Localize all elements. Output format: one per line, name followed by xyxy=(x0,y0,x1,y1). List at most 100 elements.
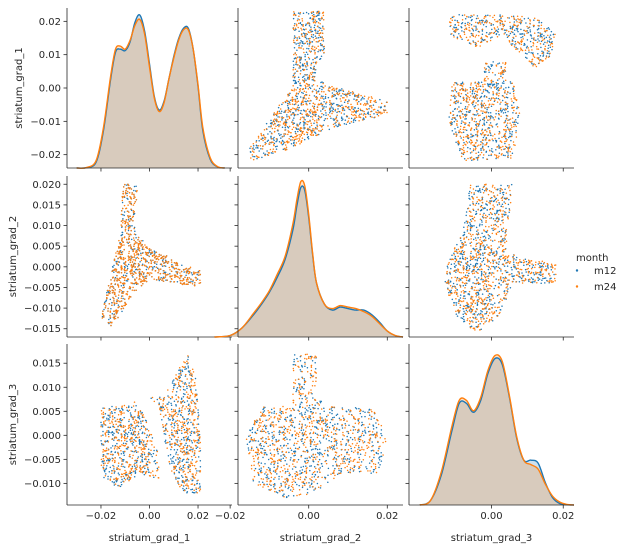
point-m24 xyxy=(498,89,501,91)
point-m12 xyxy=(459,147,461,150)
point-m24 xyxy=(519,47,522,49)
point-m12 xyxy=(486,107,488,109)
point-m24 xyxy=(472,203,475,206)
point-m12 xyxy=(366,112,369,114)
point-m12 xyxy=(484,71,486,74)
point-m24 xyxy=(179,279,181,282)
point-m12 xyxy=(505,137,507,140)
point-m12 xyxy=(314,35,317,37)
point-m12 xyxy=(480,147,482,150)
point-m12 xyxy=(482,89,485,91)
point-m12 xyxy=(498,144,500,147)
point-m12 xyxy=(333,102,335,105)
point-m24 xyxy=(344,93,347,95)
point-m24 xyxy=(321,103,324,106)
point-m24 xyxy=(288,131,290,133)
point-m24 xyxy=(139,268,141,271)
point-m24 xyxy=(465,108,468,111)
point-m12 xyxy=(482,259,485,262)
point-m24 xyxy=(285,120,287,122)
point-m12 xyxy=(269,130,271,133)
point-m12 xyxy=(520,36,522,39)
point-m12 xyxy=(491,272,493,274)
point-m12 xyxy=(478,189,480,192)
point-m24 xyxy=(543,261,546,264)
point-m24 xyxy=(273,131,276,133)
point-m24 xyxy=(276,113,278,115)
point-m12 xyxy=(515,256,518,259)
point-m24 xyxy=(129,261,132,264)
point-m12 xyxy=(544,282,546,284)
point-m24 xyxy=(478,31,481,33)
point-m24 xyxy=(154,270,157,272)
point-m12 xyxy=(460,122,463,124)
point-m12 xyxy=(494,268,496,270)
point-m12 xyxy=(310,26,312,28)
point-m24 xyxy=(341,106,343,109)
point-m12 xyxy=(531,62,533,65)
point-m24 xyxy=(260,132,262,135)
point-m24 xyxy=(544,47,546,50)
point-m12 xyxy=(512,26,514,28)
point-m24 xyxy=(281,116,283,119)
point-m24 xyxy=(300,133,302,136)
point-m12 xyxy=(460,102,462,104)
point-m24 xyxy=(505,108,508,111)
point-m24 xyxy=(504,230,507,233)
point-m12 xyxy=(500,111,503,113)
point-m24 xyxy=(367,103,369,105)
point-m24 xyxy=(117,261,120,263)
point-m24 xyxy=(132,263,135,265)
point-m12 xyxy=(550,266,552,268)
point-m24 xyxy=(326,117,329,120)
point-m24 xyxy=(350,103,352,106)
point-m24 xyxy=(502,219,504,221)
point-m12 xyxy=(549,46,552,48)
point-m24 xyxy=(497,157,499,159)
point-m12 xyxy=(493,287,495,290)
point-m12 xyxy=(306,38,308,40)
point-m12 xyxy=(448,291,450,294)
point-m24 xyxy=(111,270,113,273)
point-m24 xyxy=(450,120,452,123)
point-m12 xyxy=(501,82,504,84)
point-m24 xyxy=(278,112,281,115)
point-m12 xyxy=(495,309,498,312)
point-m24 xyxy=(468,232,470,234)
point-m24 xyxy=(533,39,535,41)
point-m12 xyxy=(307,12,310,15)
point-m24 xyxy=(137,239,139,241)
point-m24 xyxy=(120,266,123,268)
point-m12 xyxy=(153,265,156,268)
point-m12 xyxy=(528,264,531,267)
point-m24 xyxy=(483,78,486,80)
point-m12 xyxy=(298,30,300,33)
point-m24 xyxy=(370,110,372,113)
point-m12 xyxy=(490,150,493,152)
point-m24 xyxy=(371,97,373,99)
point-m24 xyxy=(126,269,128,271)
point-m12 xyxy=(492,80,494,83)
point-m24 xyxy=(124,230,127,232)
point-m12 xyxy=(477,125,480,127)
point-m12 xyxy=(542,277,544,280)
point-m24 xyxy=(501,28,504,30)
point-m24 xyxy=(471,151,473,153)
point-m24 xyxy=(131,265,134,268)
point-m24 xyxy=(307,121,310,123)
point-m12 xyxy=(475,25,477,28)
point-m24 xyxy=(309,99,312,102)
point-m12 xyxy=(454,127,456,130)
point-m12 xyxy=(345,123,348,125)
point-m12 xyxy=(500,205,503,208)
point-m24 xyxy=(470,14,472,17)
point-m12 xyxy=(483,248,486,250)
point-m24 xyxy=(509,194,512,197)
point-m12 xyxy=(121,231,124,234)
point-m12 xyxy=(448,116,450,118)
point-m24 xyxy=(355,114,357,117)
point-m12 xyxy=(515,19,517,21)
point-m24 xyxy=(472,96,474,99)
point-m24 xyxy=(301,33,303,35)
point-m12 xyxy=(469,86,472,89)
